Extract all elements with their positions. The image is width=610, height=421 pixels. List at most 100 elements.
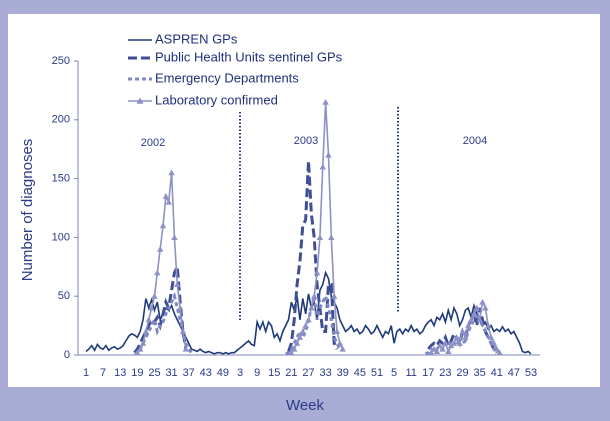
marker — [453, 334, 461, 340]
marker — [171, 234, 178, 240]
marker — [333, 328, 341, 335]
marker — [462, 334, 469, 340]
annotation: 2002 — [141, 137, 165, 149]
marker — [293, 340, 301, 346]
marker — [142, 328, 150, 335]
x-tick-label: 23 — [439, 367, 451, 379]
marker — [156, 245, 164, 252]
x-tick-label: 3 — [237, 367, 243, 379]
marker — [322, 98, 329, 105]
x-tick-label: 15 — [268, 367, 280, 379]
x-tick-label: 35 — [474, 367, 486, 379]
legend-label: Laboratory confirmed — [155, 92, 278, 107]
annotation: 2004 — [463, 135, 487, 147]
marker — [291, 345, 298, 352]
legend-marker — [136, 97, 144, 104]
marker — [482, 304, 489, 311]
marker — [467, 316, 475, 323]
y-tick-label: 0 — [64, 349, 70, 361]
marker — [325, 151, 332, 158]
marker — [476, 316, 483, 323]
x-tick-label: 9 — [254, 367, 260, 379]
y-tick-label: 100 — [52, 231, 70, 243]
x-axis-label: Week — [286, 397, 325, 414]
y-tick-label: 150 — [52, 173, 70, 185]
marker — [302, 322, 309, 329]
marker — [490, 340, 498, 346]
marker — [493, 345, 500, 352]
marker — [330, 293, 338, 299]
marker — [339, 345, 346, 352]
marker — [182, 345, 190, 352]
marker — [154, 269, 161, 276]
marker — [336, 340, 344, 346]
marker — [456, 340, 463, 346]
x-tick-label: 1 — [83, 367, 89, 379]
x-tick-label: 29 — [456, 367, 468, 379]
plot-panel — [8, 14, 600, 387]
marker — [427, 349, 435, 356]
legend-label: ASPREN GPs — [155, 31, 238, 46]
marker — [139, 340, 147, 346]
marker — [328, 234, 335, 240]
marker — [165, 198, 172, 205]
marker — [430, 345, 438, 352]
marker — [174, 281, 181, 287]
marker — [305, 316, 312, 323]
annotation: 2003 — [294, 135, 318, 147]
y-axis-label: Number of diagnoses — [19, 139, 36, 282]
marker — [465, 322, 472, 329]
x-tick-label: 43 — [200, 367, 212, 379]
x-tick-label: 31 — [165, 367, 177, 379]
legend-label: Emergency Departments — [155, 70, 299, 85]
marker — [442, 340, 449, 346]
marker — [487, 334, 495, 340]
marker — [151, 293, 158, 299]
marker — [459, 328, 466, 335]
x-tick-label: 25 — [148, 367, 160, 379]
marker — [145, 316, 152, 323]
marker — [479, 298, 486, 305]
marker — [176, 304, 184, 311]
x-tick-label: 5 — [391, 367, 397, 379]
x-tick-label: 47 — [508, 367, 520, 379]
marker — [470, 310, 478, 317]
x-tick-label: 7 — [100, 367, 106, 379]
marker — [179, 328, 187, 335]
marker — [439, 345, 446, 352]
marker — [159, 222, 167, 229]
marker — [299, 328, 306, 335]
marker — [136, 345, 144, 352]
marker — [496, 349, 503, 356]
y-tick-label: 200 — [52, 114, 70, 126]
x-tick-label: 11 — [405, 367, 416, 379]
legend-label: Public Health Units sentinel GPs — [155, 49, 343, 64]
x-tick-label: 27 — [302, 367, 314, 379]
marker — [319, 163, 326, 170]
marker — [473, 304, 481, 311]
marker — [436, 342, 443, 349]
marker — [134, 349, 141, 356]
marker — [296, 334, 304, 340]
marker — [288, 349, 295, 356]
x-tick-label: 45 — [354, 367, 366, 379]
marker — [168, 169, 175, 176]
x-tick-label: 33 — [319, 367, 331, 379]
marker — [450, 340, 458, 346]
x-tick-label: 13 — [114, 367, 126, 379]
x-tick-label: 19 — [131, 367, 143, 379]
marker — [485, 322, 492, 329]
x-tick-label: 21 — [285, 367, 297, 379]
x-tick-label: 51 — [371, 367, 383, 379]
x-tick-label: 37 — [183, 367, 195, 379]
x-tick-label: 17 — [422, 367, 434, 379]
x-tick-label: 49 — [217, 367, 229, 379]
marker — [433, 348, 441, 355]
y-tick-label: 50 — [58, 290, 70, 302]
marker — [316, 234, 324, 240]
marker — [308, 304, 315, 311]
marker — [162, 193, 170, 199]
marker — [311, 293, 318, 299]
x-tick-label: 41 — [491, 367, 503, 379]
